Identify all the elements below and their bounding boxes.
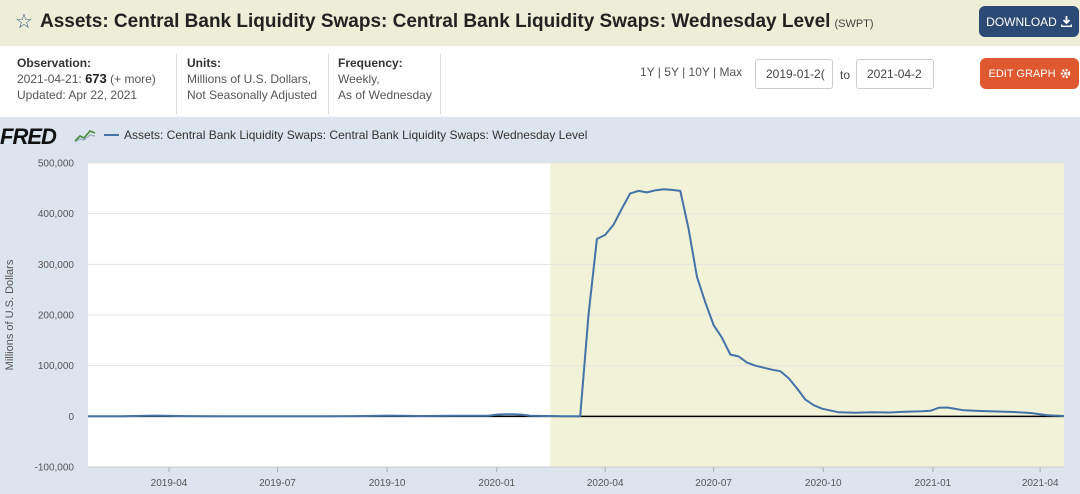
x-tick-label: 2020-07 (695, 478, 732, 489)
x-tick-label: 2019-07 (259, 478, 296, 489)
meta-divider (176, 54, 177, 114)
x-tick-label: 2020-10 (805, 478, 842, 489)
more-link[interactable]: (+ more) (110, 72, 156, 86)
page-title: Assets: Central Bank Liquidity Swaps: Ce… (40, 11, 874, 33)
units-block: Units: Millions of U.S. Dollars, Not Sea… (187, 55, 317, 103)
frequency-line2: As of Wednesday (338, 88, 432, 102)
x-tick-label: 2020-01 (478, 478, 515, 489)
y-tick-label: 200,000 (38, 311, 75, 322)
download-label: DOWNLOAD (986, 14, 1057, 29)
observation-date: 2021-04-21: (17, 72, 82, 86)
x-tick-label: 2019-04 (151, 478, 188, 489)
observation-label: Observation: (17, 56, 92, 70)
range-selector: 1Y | 5Y | 10Y | Max (640, 65, 743, 79)
frequency-block: Frequency: Weekly, As of Wednesday (338, 55, 432, 103)
x-tick-label: 2019-10 (369, 478, 406, 489)
meta-divider (440, 54, 441, 114)
y-tick-label: 400,000 (38, 209, 75, 220)
x-tick-label: 2021-01 (915, 478, 952, 489)
end-date-input[interactable] (856, 59, 934, 89)
y-tick-label: 300,000 (38, 260, 75, 271)
observation-block: Observation: 2021-04-21: 673 (+ more) Up… (17, 55, 156, 103)
fred-logo: FRED (0, 124, 57, 149)
y-tick-label: 0 (68, 412, 74, 423)
x-tick-label: 2020-04 (587, 478, 624, 489)
star-icon[interactable]: ☆ (15, 11, 33, 33)
edit-graph-label: EDIT GRAPH (988, 67, 1056, 80)
updated-text: Updated: Apr 22, 2021 (17, 88, 138, 102)
chart-area: FRED Assets: Central Bank Liquidity Swap… (0, 117, 1080, 494)
download-icon (1060, 16, 1072, 27)
legend-swatch (104, 134, 119, 136)
frequency-line1: Weekly, (338, 72, 380, 86)
frequency-label: Frequency: (338, 56, 403, 70)
range-1y[interactable]: 1Y (640, 65, 655, 79)
title-bar: ☆ Assets: Central Bank Liquidity Swaps: … (0, 0, 1080, 46)
y-tick-label: 500,000 (38, 159, 75, 170)
units-line2: Not Seasonally Adjusted (187, 88, 318, 102)
download-button[interactable]: DOWNLOAD (979, 6, 1079, 37)
meta-divider (328, 54, 329, 114)
range-10y[interactable]: 10Y (688, 65, 710, 79)
y-tick-label: 100,000 (38, 361, 75, 372)
y-axis-title: Millions of U.S. Dollars (4, 259, 16, 370)
y-tick-label: -100,000 (35, 463, 75, 474)
units-label: Units: (187, 56, 221, 70)
range-5y[interactable]: 5Y (664, 65, 679, 79)
range-max[interactable]: Max (719, 65, 743, 79)
observation-value: 673 (85, 71, 107, 86)
gear-icon (1060, 68, 1070, 79)
fred-logo-icon (74, 130, 96, 143)
start-date-input[interactable] (755, 59, 833, 89)
units-line1: Millions of U.S. Dollars, (187, 72, 312, 86)
x-tick-label: 2021-04 (1022, 478, 1059, 489)
legend-label: Assets: Central Bank Liquidity Swaps: Ce… (124, 128, 588, 142)
series-id: (SWPT) (834, 18, 874, 30)
line-chart: -100,000 0 100,000 200,000 300,000 400,000 500… (4, 159, 1065, 489)
series-title: Assets: Central Bank Liquidity Swaps: Ce… (40, 11, 831, 32)
edit-graph-button[interactable]: EDIT GRAPH (980, 58, 1079, 89)
to-label: to (840, 68, 851, 82)
series-line (88, 188, 1065, 418)
